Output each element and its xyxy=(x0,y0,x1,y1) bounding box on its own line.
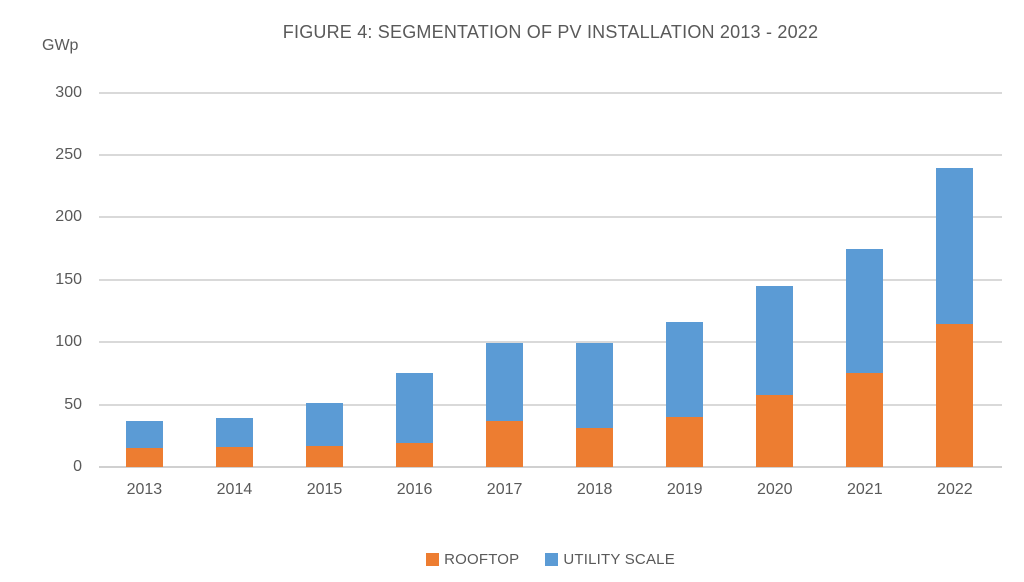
x-axis-tick-label: 2020 xyxy=(756,481,793,498)
bar-segment-utility-scale-2013 xyxy=(125,420,163,449)
bar-segment-rooftop-2016 xyxy=(396,443,434,467)
y-axis-tick-label: 300 xyxy=(55,83,82,101)
y-axis-tick-label: 150 xyxy=(55,270,82,288)
x-axis-tick-label: 2022 xyxy=(937,481,973,498)
x-axis-tick-label: 2014 xyxy=(216,481,253,498)
gridline xyxy=(99,216,1002,219)
bar-segment-rooftop-2018 xyxy=(576,428,614,467)
utility-scale-swatch-icon xyxy=(545,553,559,566)
x-axis-tick-label: 2017 xyxy=(486,481,523,498)
x-axis-tick-label: 2013 xyxy=(126,481,163,498)
bar-segment-utility-scale-2016 xyxy=(396,373,434,444)
gridline xyxy=(99,154,1002,157)
x-axis-tick-label: 2016 xyxy=(396,481,433,498)
bar-segment-rooftop-2013 xyxy=(125,448,163,467)
x-axis-line xyxy=(99,466,1002,468)
legend-item-rooftop: ROOFTOP xyxy=(426,551,519,568)
bar-segment-rooftop-2021 xyxy=(846,373,884,467)
y-axis-tick-label: 250 xyxy=(55,146,82,164)
legend-item-utility-scale: UTILITY SCALE xyxy=(545,551,675,568)
gridline xyxy=(99,278,1002,281)
bar-segment-rooftop-2020 xyxy=(756,394,794,467)
gridline xyxy=(99,403,1002,406)
bar-segment-rooftop-2014 xyxy=(215,447,253,467)
y-axis-tick-label: 100 xyxy=(55,333,82,351)
bar-segment-rooftop-2015 xyxy=(306,445,343,467)
bar-segment-utility-scale-2014 xyxy=(215,418,253,448)
bar-segment-rooftop-2022 xyxy=(936,323,974,467)
y-axis-tick-label: 50 xyxy=(64,395,82,413)
x-axis-tick-label: 2018 xyxy=(576,481,613,498)
y-axis-tick-label: 200 xyxy=(55,208,82,226)
bar-segment-rooftop-2017 xyxy=(486,420,524,467)
bar-segment-utility-scale-2021 xyxy=(846,248,884,374)
x-axis-tick-label: 2021 xyxy=(847,481,883,498)
bar-segment-rooftop-2019 xyxy=(666,417,704,467)
y-axis-tick-label: 0 xyxy=(73,458,82,475)
y-axis-unit-label: GWp xyxy=(42,37,79,54)
bar-segment-utility-scale-2022 xyxy=(936,167,974,324)
legend: ROOFTOP UTILITY SCALE xyxy=(99,551,1002,568)
bar-segment-utility-scale-2018 xyxy=(576,343,614,429)
bar-segment-utility-scale-2015 xyxy=(306,403,343,446)
x-axis-tick-label: 2019 xyxy=(666,481,703,498)
bar-segment-utility-scale-2020 xyxy=(756,286,794,395)
bar-segment-utility-scale-2019 xyxy=(666,322,704,418)
legend-label-utility-scale: UTILITY SCALE xyxy=(563,551,675,568)
x-axis-tick-label: 2015 xyxy=(306,481,343,498)
rooftop-swatch-icon xyxy=(426,553,440,566)
bar-segment-utility-scale-2017 xyxy=(486,343,524,421)
chart-title: FIGURE 4: SEGMENTATION OF PV INSTALLATIO… xyxy=(282,22,819,42)
gridline xyxy=(99,341,1002,344)
legend-label-rooftop: ROOFTOP xyxy=(444,551,520,568)
gridline xyxy=(99,91,1002,94)
